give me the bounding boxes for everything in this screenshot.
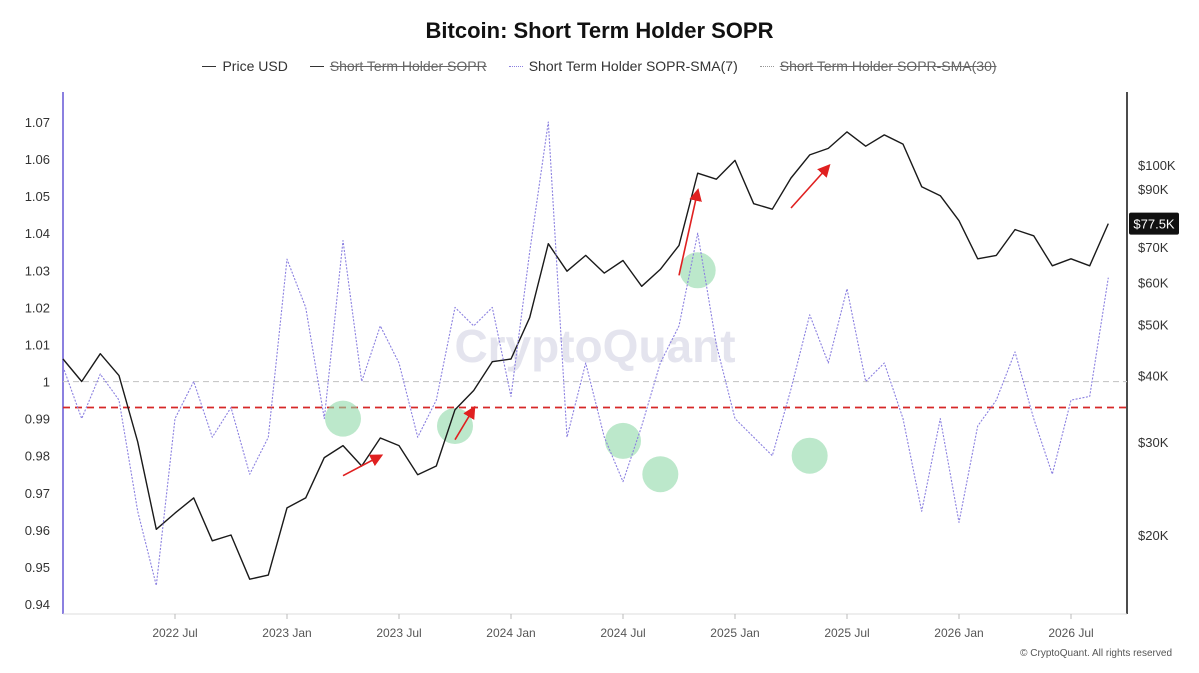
trend-arrow (454, 405, 476, 441)
highlight-marker (679, 252, 716, 289)
legend-label: Price USD (222, 58, 288, 74)
right-tick-label: $90K (1138, 182, 1169, 197)
reference-lines (63, 380, 1127, 409)
legend-item-sopr[interactable]: Short Term Holder SOPR (309, 58, 487, 74)
x-tick-label: 2022 Jul (152, 626, 197, 640)
left-tick-label: 0.94 (25, 597, 50, 612)
left-tick-label: 1.05 (25, 189, 50, 204)
current-price-tag: $77.5K (1129, 212, 1179, 235)
right-tick-label: $40K (1138, 369, 1169, 384)
x-tick-label: 2026 Jul (1048, 626, 1093, 640)
right-tick-label: $30K (1138, 435, 1169, 450)
legend-item-sopr-sma7[interactable]: Short Term Holder SOPR-SMA(7) (508, 58, 738, 74)
legend-item-sopr-sma30[interactable]: Short Term Holder SOPR-SMA(30) (759, 58, 997, 74)
x-tick-label: 2023 Jul (376, 626, 421, 640)
highlight-marker (791, 437, 828, 474)
legend-swatch-sopr-sma30 (759, 65, 774, 67)
left-tick-label: 1.04 (25, 226, 50, 241)
x-tick-label: 2024 Jan (486, 626, 535, 640)
x-axis: 2022 Jul 2023 Jan 2023 Jul 2024 Jan 2024 Jul… (63, 613, 1127, 640)
left-tick-label: 0.98 (25, 449, 50, 464)
left-tick-label: 1.07 (25, 115, 50, 130)
price-series-line (62, 131, 1109, 580)
watermark: CryptoQuant (454, 320, 735, 372)
copyright: © CryptoQuant. All rights reserved (1020, 648, 1172, 659)
legend-label: Short Term Holder SOPR (329, 58, 487, 74)
x-tick-label: 2025 Jan (710, 626, 759, 640)
x-tick-label: 2026 Jan (934, 626, 983, 640)
right-axis: $100K $90K $70K $60K $50K $40K $30K $20K (1126, 92, 1176, 614)
highlight-marker (642, 456, 679, 493)
trend-arrows (342, 163, 831, 477)
series-lines (62, 121, 1109, 587)
left-tick-label: 1.06 (25, 152, 50, 167)
highlight-marker (325, 400, 361, 437)
right-tick-label: $100K (1138, 158, 1176, 173)
left-tick-label: 1.01 (25, 337, 50, 352)
trend-arrow (678, 188, 702, 276)
x-tick-label: 2025 Jul (824, 626, 869, 640)
current-price-label: $77.5K (1133, 217, 1175, 232)
right-tick-label: $50K (1138, 317, 1169, 332)
left-tick-label: 0.99 (25, 412, 50, 427)
legend-label: Short Term Holder SOPR-SMA(7) (528, 58, 738, 74)
left-axis: 1.07 1.06 1.05 1.04 1.03 1.02 1.01 1 0.99 0.98 0.9… (25, 92, 64, 614)
legend-swatch-sopr (309, 65, 324, 67)
trend-arrow (790, 163, 831, 209)
left-tick-label: 1.03 (25, 263, 50, 278)
left-tick-label: 0.95 (25, 560, 50, 575)
highlight-markers (325, 252, 828, 493)
right-tick-label: $70K (1138, 240, 1169, 255)
legend-swatch-price (202, 65, 217, 67)
x-tick-label: 2024 Jul (600, 626, 645, 640)
chart-title: Bitcoin: Short Term Holder SOPR (425, 18, 774, 43)
legend: Price USD Short Term Holder SOPR Short T… (0, 58, 1199, 74)
left-tick-label: 0.96 (25, 523, 50, 538)
legend-swatch-sopr-sma7 (508, 65, 523, 67)
left-tick-label: 1.02 (25, 300, 50, 315)
x-tick-label: 2023 Jan (262, 626, 311, 640)
right-tick-label: $60K (1138, 275, 1169, 290)
trend-arrow (342, 454, 384, 477)
highlight-marker (605, 422, 641, 459)
current-price-tag-bg (1129, 212, 1179, 235)
left-tick-label: 1 (43, 375, 50, 390)
legend-item-price[interactable]: Price USD (202, 58, 288, 74)
right-tick-label: $20K (1138, 528, 1169, 543)
legend-label: Short Term Holder SOPR-SMA(30) (779, 58, 997, 74)
left-tick-label: 0.97 (25, 486, 50, 501)
sopr-sma7-series-line (62, 121, 1109, 587)
